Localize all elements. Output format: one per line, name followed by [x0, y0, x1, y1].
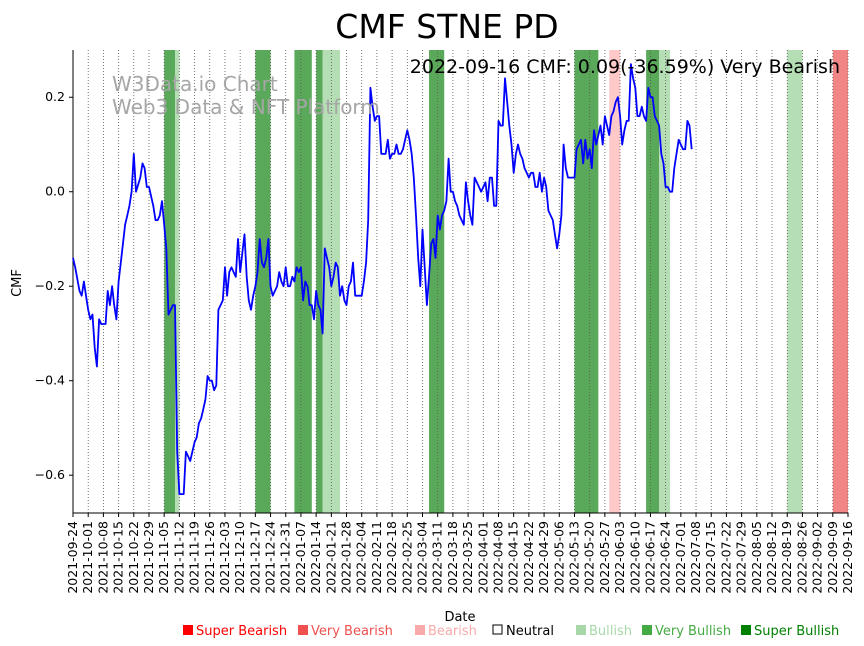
watermark-line-2: Web3 Data & NFT Platform: [112, 95, 380, 119]
x-tick-label: 2022-04-08: [490, 521, 505, 594]
x-tick-label: 2022-01-14: [308, 521, 323, 594]
region-bullish: [175, 50, 180, 513]
region-very-bullish: [316, 50, 323, 513]
y-axis-ticks: 0.2 0.0 −0.2 −0.4 −0.6: [35, 89, 73, 482]
x-axis-ticks: 2021-09-24 2021-10-01 2021-10-08 2021-10-15…: [65, 513, 855, 594]
legend-swatch: [492, 624, 503, 635]
y-axis-label: CMF: [10, 269, 25, 297]
x-tick-label: 2022-08-12: [764, 521, 779, 594]
axes: [72, 50, 848, 514]
region-very-bullish: [574, 50, 599, 513]
x-tick-label: 2022-02-18: [384, 521, 399, 594]
x-tick-label: 2022-05-20: [582, 521, 597, 594]
x-tick-label: 2022-07-15: [703, 521, 718, 594]
x-tick-label: 2022-03-04: [415, 521, 430, 594]
x-tick-label: 2022-01-21: [323, 521, 338, 594]
x-tick-label: 2021-12-10: [232, 521, 247, 594]
y-tick-label: 0.0: [45, 184, 65, 199]
x-tick-label: 2022-02-11: [369, 521, 384, 594]
watermark-line-1: W3Data.io Chart: [112, 72, 278, 96]
legend-label: Very Bearish: [311, 624, 393, 639]
date-gridlines: [72, 50, 849, 513]
x-tick-label: 2022-03-25: [460, 521, 475, 594]
region-very-bullish: [429, 50, 445, 513]
region-very-bullish: [255, 50, 271, 513]
legend-swatch: [576, 625, 586, 635]
x-tick-label: 2021-09-24: [65, 521, 80, 594]
legend-swatch: [741, 625, 751, 635]
y-tick-label: −0.4: [35, 373, 65, 388]
x-tick-label: 2022-07-01: [673, 521, 688, 594]
x-tick-label: 2022-08-26: [794, 521, 809, 594]
x-tick-label: 2021-10-08: [95, 521, 110, 594]
x-tick-label: 2021-11-19: [187, 521, 202, 594]
y-tick-label: −0.2: [35, 278, 65, 293]
y-tick-label: −0.6: [35, 467, 65, 482]
x-tick-label: 2022-07-29: [734, 521, 749, 594]
cmf-line: [72, 63, 693, 496]
x-tick-label: 2022-07-08: [688, 521, 703, 594]
x-tick-label: 2021-12-24: [263, 521, 278, 594]
sentiment-regions: [164, 50, 848, 513]
x-tick-label: 2021-10-22: [126, 521, 141, 594]
legend-label: Bearish: [428, 624, 477, 639]
legend: Super Bearish Very Bearish Bearish Neutral B…: [183, 624, 839, 639]
x-tick-label: 2022-06-10: [627, 521, 642, 594]
x-tick-label: 2022-04-15: [506, 521, 521, 594]
legend-swatch: [298, 625, 308, 635]
x-tick-label: 2022-06-03: [612, 521, 627, 594]
region-very-bearish: [832, 50, 848, 513]
x-tick-label: 2022-02-25: [399, 521, 414, 594]
x-tick-label: 2021-12-31: [278, 521, 293, 594]
legend-swatch: [642, 625, 652, 635]
legend-label: Neutral: [506, 624, 554, 639]
x-tick-label: 2021-11-05: [156, 521, 171, 594]
x-tick-label: 2022-02-04: [354, 521, 369, 594]
legend-swatch: [183, 625, 193, 635]
region-bearish: [609, 50, 621, 513]
x-tick-label: 2021-12-03: [217, 521, 232, 594]
x-tick-label: 2022-09-09: [825, 521, 840, 594]
x-tick-label: 2022-07-22: [718, 521, 733, 594]
x-tick-label: 2021-10-01: [80, 521, 95, 594]
legend-label: Very Bullish: [655, 624, 731, 639]
region-bullish: [787, 50, 803, 513]
region-bullish: [659, 50, 670, 513]
x-tick-label: 2022-09-02: [810, 521, 825, 594]
x-tick-label: 2022-01-28: [339, 521, 354, 594]
x-tick-label: 2021-10-15: [111, 521, 126, 594]
x-tick-label: 2022-09-16: [840, 521, 855, 594]
x-tick-label: 2021-10-29: [141, 521, 156, 594]
x-tick-label: 2021-11-26: [202, 521, 217, 594]
x-tick-label: 2022-01-07: [293, 521, 308, 594]
chart-subtitle: 2022-09-16 CMF: 0.09(-36.59%) Very Beari…: [410, 56, 840, 78]
chart-title: CMF STNE PD: [335, 7, 558, 46]
y-tick-label: 0.2: [45, 89, 65, 104]
x-tick-label: 2022-03-11: [430, 521, 445, 594]
region-very-bullish: [294, 50, 312, 513]
x-axis-label: Date: [444, 610, 475, 625]
legend-label: Bullish: [589, 624, 632, 639]
legend-swatch: [415, 625, 425, 635]
x-tick-label: 2022-08-19: [779, 521, 794, 594]
x-tick-label: 2022-06-17: [642, 521, 657, 594]
x-tick-label: 2022-05-27: [597, 521, 612, 594]
x-tick-label: 2022-04-29: [536, 521, 551, 594]
x-tick-label: 2022-06-24: [658, 521, 673, 594]
legend-label: Super Bullish: [754, 624, 839, 639]
x-tick-label: 2021-11-12: [171, 521, 186, 594]
x-tick-label: 2021-12-17: [247, 521, 262, 594]
x-tick-label: 2022-04-01: [475, 521, 490, 594]
region-very-bullish: [646, 50, 660, 513]
x-tick-label: 2022-08-05: [749, 521, 764, 594]
x-tick-label: 2022-03-18: [445, 521, 460, 594]
region-very-bullish: [164, 50, 176, 513]
x-tick-label: 2022-04-22: [521, 521, 536, 594]
x-tick-label: 2022-05-13: [566, 521, 581, 594]
series-layer: [72, 63, 693, 496]
x-tick-label: 2022-05-06: [551, 521, 566, 594]
legend-label: Super Bearish: [196, 624, 287, 639]
